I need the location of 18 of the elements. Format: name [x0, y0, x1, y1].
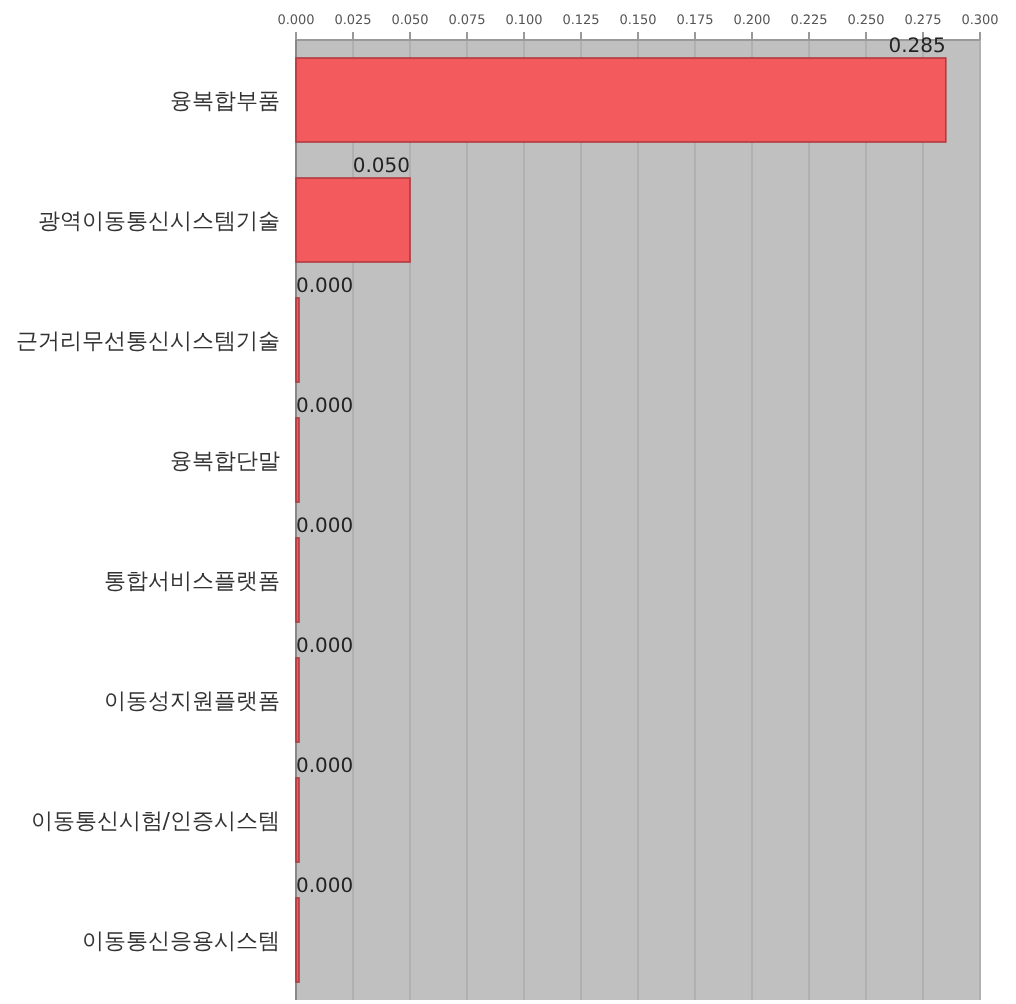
data-label: 0.000: [296, 396, 354, 418]
y-tick-label: 융복합부품: [170, 88, 280, 114]
y-tick-label: 근거리무선통신시스템기술: [16, 328, 280, 354]
y-tick-label: 통합서비스플랫폼: [104, 568, 280, 594]
data-label: 0.000: [296, 876, 354, 898]
data-label: 0.000: [296, 636, 354, 658]
data-label: 0.000: [296, 516, 354, 538]
y-tick-label: 이동통신응용시스템: [82, 928, 280, 954]
data-label: 0.000: [296, 276, 354, 298]
y-tick-label: 이동성지원플랫폼: [104, 688, 280, 714]
bar: [295, 177, 411, 263]
data-label: 0.285: [888, 36, 946, 58]
y-tick-label: 광역이동통신시스템기술: [38, 208, 280, 234]
data-label: 0.050: [352, 156, 410, 178]
data-label: 0.000: [296, 756, 354, 778]
bar: [295, 57, 947, 143]
y-tick-label: 융복합단말: [170, 448, 280, 474]
y-tick-label: 이동통신시험/인증시스템: [30, 808, 280, 834]
